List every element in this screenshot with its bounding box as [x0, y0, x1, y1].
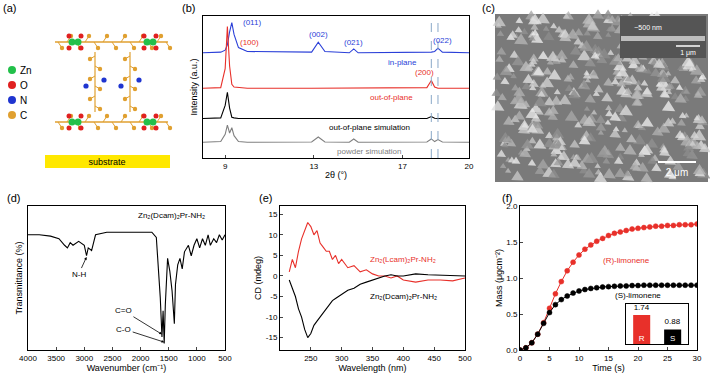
svg-text:4000: 4000 [19, 354, 37, 363]
svg-text:C-O: C-O [116, 325, 131, 334]
svg-text:13: 13 [309, 162, 318, 171]
svg-text:500: 500 [458, 354, 472, 363]
svg-text:450: 450 [427, 354, 441, 363]
svg-text:(a): (a) [3, 2, 16, 14]
svg-text:C: C [20, 110, 27, 121]
svg-text:(d): (d) [7, 192, 20, 204]
svg-text:10: 10 [268, 231, 277, 240]
svg-text:(e): (e) [259, 192, 272, 204]
svg-text:5: 5 [273, 251, 278, 260]
svg-text:0.88: 0.88 [665, 317, 681, 326]
svg-text:Intensity (a.u.): Intensity (a.u.) [189, 58, 199, 115]
svg-text:400: 400 [397, 354, 411, 363]
svg-text:-5: -5 [270, 292, 278, 301]
svg-text:500: 500 [218, 354, 232, 363]
svg-text:(c): (c) [482, 2, 495, 14]
svg-text:2 μm: 2 μm [666, 167, 688, 178]
svg-text:0.0: 0.0 [506, 346, 518, 355]
svg-text:(022): (022) [433, 36, 452, 45]
svg-text:out-of-plane simulation: out-of-plane simulation [329, 123, 410, 132]
svg-text:350: 350 [366, 354, 380, 363]
svg-text:Wavenumber (cm⁻¹): Wavenumber (cm⁻¹) [87, 363, 167, 373]
svg-text:(011): (011) [243, 18, 261, 27]
svg-text:15: 15 [604, 354, 613, 363]
svg-text:3000: 3000 [75, 354, 93, 363]
svg-text:C=O: C=O [115, 306, 132, 315]
svg-text:Zn₂(Lcam)₂Pr-NH₂: Zn₂(Lcam)₂Pr-NH₂ [370, 255, 436, 264]
svg-text:N-H: N-H [72, 270, 86, 279]
svg-text:out-of-plane: out-of-plane [370, 93, 413, 102]
svg-text:1.5: 1.5 [506, 238, 518, 247]
svg-text:~500 nm: ~500 nm [634, 24, 662, 31]
svg-text:Transmittance (%): Transmittance (%) [14, 241, 24, 314]
svg-text:2000: 2000 [132, 354, 150, 363]
svg-text:1500: 1500 [160, 354, 178, 363]
svg-text:15: 15 [268, 210, 277, 219]
svg-text:2θ (°): 2θ (°) [325, 170, 347, 180]
svg-text:5: 5 [547, 354, 552, 363]
svg-text:17: 17 [398, 162, 407, 171]
svg-text:10: 10 [575, 354, 584, 363]
svg-text:(100): (100) [240, 38, 259, 47]
svg-text:(021): (021) [344, 38, 363, 47]
svg-text:(002): (002) [309, 30, 328, 39]
svg-text:(b): (b) [182, 2, 195, 14]
svg-text:Zn₂(Dcam)₂Pr-NH₂: Zn₂(Dcam)₂Pr-NH₂ [138, 211, 205, 220]
svg-text:300: 300 [335, 354, 349, 363]
svg-text:3500: 3500 [47, 354, 65, 363]
svg-text:1 μm: 1 μm [680, 49, 696, 57]
svg-text:250: 250 [304, 354, 318, 363]
svg-text:S: S [670, 334, 675, 343]
svg-text:(S)-limonene: (S)-limonene [615, 291, 661, 300]
svg-text:1000: 1000 [188, 354, 206, 363]
svg-text:(f): (f) [502, 192, 512, 204]
svg-text:9: 9 [223, 162, 228, 171]
svg-text:substrate: substrate [88, 157, 125, 167]
svg-text:N: N [20, 95, 27, 106]
svg-text:R: R [639, 334, 645, 343]
svg-text:2500: 2500 [104, 354, 122, 363]
svg-text:0: 0 [518, 354, 523, 363]
svg-text:O: O [20, 80, 28, 91]
svg-text:Zn: Zn [20, 65, 32, 76]
svg-text:20: 20 [634, 354, 643, 363]
svg-text:Wavelength (nm): Wavelength (nm) [338, 363, 406, 373]
svg-text:0.5: 0.5 [506, 310, 518, 319]
svg-text:-10: -10 [266, 313, 278, 322]
svg-text:Time (s): Time (s) [592, 363, 625, 373]
svg-text:in-plane: in-plane [388, 58, 417, 67]
svg-text:-15: -15 [266, 333, 278, 342]
svg-text:CD (mdeg): CD (mdeg) [253, 256, 263, 300]
svg-text:Mass (μgcm⁻²): Mass (μgcm⁻²) [494, 249, 504, 307]
svg-text:25: 25 [663, 354, 672, 363]
svg-text:0: 0 [273, 272, 278, 281]
svg-text:30: 30 [693, 354, 702, 363]
svg-text:(200): (200) [415, 68, 434, 77]
svg-text:1.74: 1.74 [634, 303, 650, 312]
svg-text:Zn₂(Dcam)₂Pr-NH₂: Zn₂(Dcam)₂Pr-NH₂ [370, 292, 437, 301]
svg-text:20: 20 [465, 162, 474, 171]
svg-text:powder simulation: powder simulation [337, 147, 401, 156]
svg-text:2.0: 2.0 [506, 202, 518, 211]
svg-text:1.0: 1.0 [506, 274, 518, 283]
svg-text:(R)-limonene: (R)-limonene [603, 256, 650, 265]
